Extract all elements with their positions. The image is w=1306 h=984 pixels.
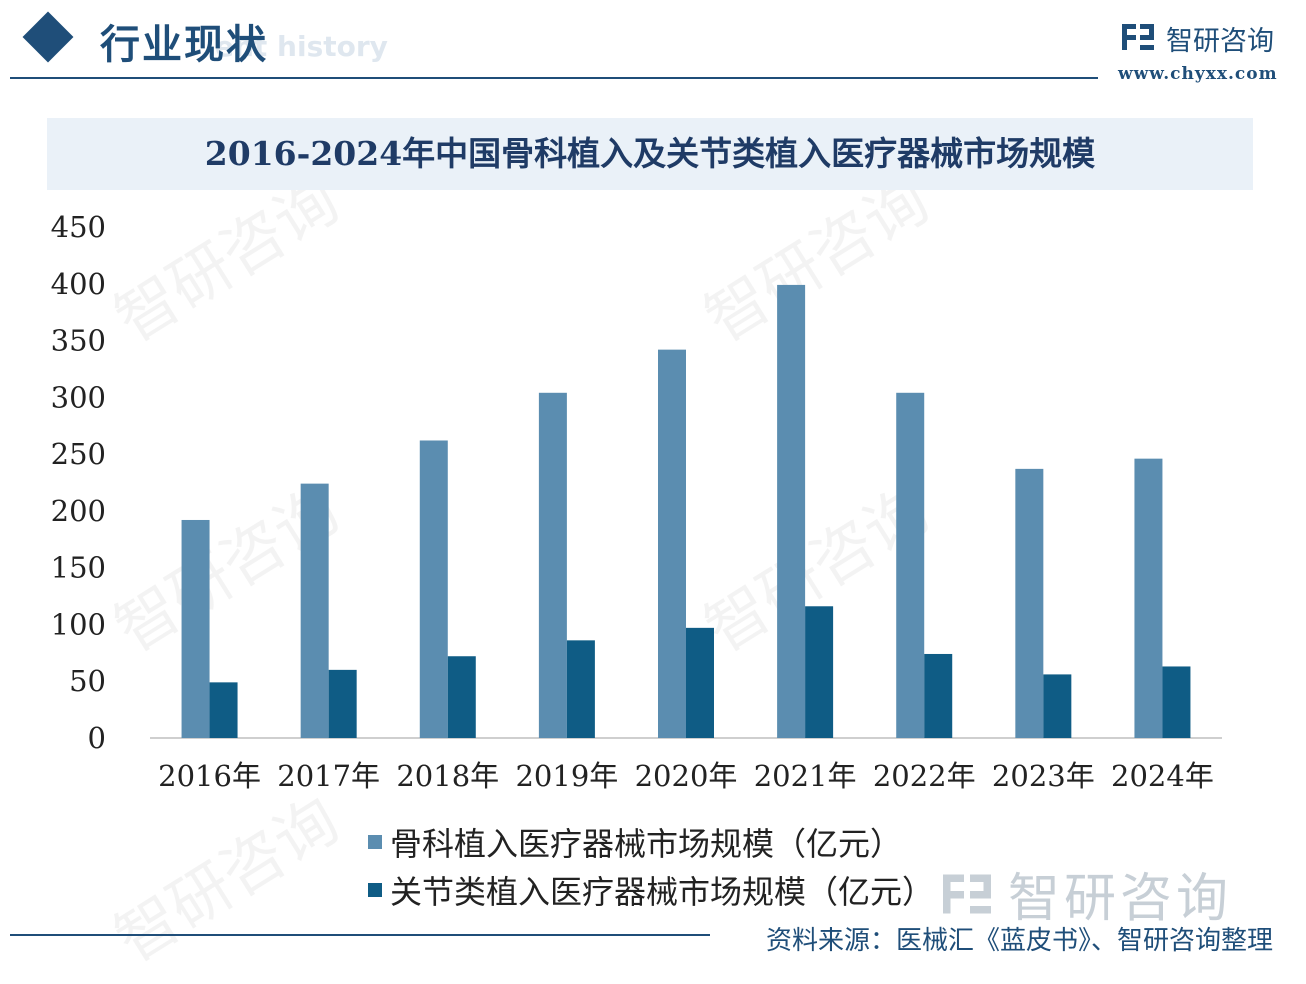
x-tick-label: 2017年	[277, 759, 380, 793]
bar-series-2	[924, 653, 953, 738]
bar-series-1	[658, 349, 686, 738]
y-tick-label: 0	[88, 721, 106, 755]
x-tick-label: 2018年	[396, 759, 499, 793]
y-tick-label: 200	[51, 494, 106, 528]
bar-series-1	[181, 519, 210, 738]
bar-series-2	[1162, 666, 1191, 738]
bar-series-1	[419, 440, 448, 738]
bar-series-1	[538, 392, 567, 738]
chyxx-logo-icon	[943, 874, 991, 913]
bar-series-2	[686, 627, 714, 738]
footer-divider	[10, 934, 710, 936]
legend-label: 关节类植入医疗器械市场规模（亿元）	[390, 873, 935, 911]
y-tick-label: 350	[51, 324, 106, 358]
x-tick-label: 2019年	[515, 759, 618, 793]
bar-series-1	[1134, 458, 1163, 738]
legend-swatch	[368, 883, 382, 897]
bar-series-2	[805, 606, 834, 738]
footer-brand-watermark: 智研咨询	[940, 856, 1232, 931]
chart-title-band: 2016-2024年中国骨科植入及关节类植入医疗器械市场规模	[47, 118, 1253, 190]
diamond-icon	[22, 11, 74, 63]
y-tick-label: 300	[51, 380, 106, 414]
x-tick-label: 2016年	[158, 759, 261, 793]
bar-series-2	[209, 682, 238, 738]
brand-name: 智研咨询	[1166, 26, 1274, 57]
y-tick-label: 450	[51, 210, 106, 244]
bar-series-2	[1043, 674, 1072, 738]
legend-item-series-1: 骨科植入医疗器械市场规模（亿元）	[368, 818, 934, 866]
chart-legend: 骨科植入医疗器械市场规模（亿元） 关节类植入医疗器械市场规模（亿元）	[368, 818, 934, 914]
legend-label: 骨科植入医疗器械市场规模（亿元）	[390, 825, 903, 863]
source-note: 资料来源：医械汇《蓝皮书》、智研咨询整理	[766, 926, 1274, 956]
x-tick-label: 2023年	[992, 759, 1095, 793]
y-tick-label: 400	[51, 267, 106, 301]
y-tick-label: 150	[51, 551, 106, 585]
x-tick-label: 2021年	[754, 759, 857, 793]
legend-item-series-2: 关节类植入医疗器械市场规模（亿元）	[368, 866, 934, 914]
y-tick-label: 100	[51, 607, 106, 641]
bar-series-2	[447, 656, 476, 738]
bar-series-2	[566, 640, 595, 738]
y-tick-label: 50	[69, 664, 106, 698]
footer-brand-name: 智研咨询	[1008, 869, 1233, 929]
chyxx-logo-icon	[1122, 24, 1154, 50]
brand-url: www.chyxx.com	[1118, 64, 1278, 84]
bar-series-1	[777, 284, 806, 738]
bar-series-1	[896, 392, 925, 738]
bar-series-2	[328, 669, 357, 738]
header-divider	[10, 77, 1098, 79]
page-header: ent history 行业现状 智研咨询 www.chyxx.com	[0, 0, 1306, 90]
x-tick-label: 2020年	[635, 759, 738, 793]
bar-series-1	[1015, 468, 1044, 738]
x-tick-label: 2024年	[1111, 759, 1214, 793]
bar-series-1	[300, 483, 329, 738]
section-title: 行业现状	[100, 22, 268, 68]
chart-title: 2016-2024年中国骨科植入及关节类植入医疗器械市场规模	[204, 134, 1096, 173]
y-tick-label: 250	[51, 437, 106, 471]
bar-chart: 0 50 100 150 200 250 300 350 400 450 2016年 2017年 201…	[51, 210, 1222, 793]
legend-swatch	[368, 835, 382, 849]
x-tick-label: 2022年	[873, 759, 976, 793]
